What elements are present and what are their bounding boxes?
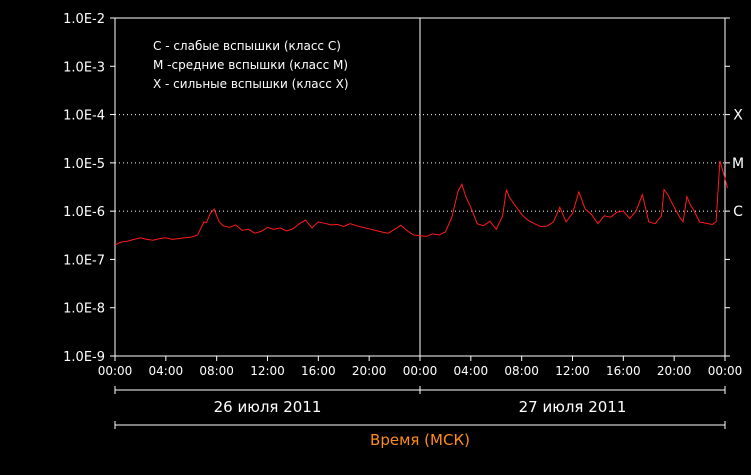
x-tick-label: 12:00	[250, 364, 285, 378]
day-label: 27 июля 2011	[519, 398, 627, 416]
x-axis-title: Время (МСК)	[370, 431, 470, 449]
y-tick-label: 1.0E-3	[63, 60, 105, 75]
legend-entry: M -средние вспышки (класс M)	[153, 58, 348, 72]
x-tick-label: 16:00	[606, 364, 641, 378]
x-tick-label: 00:00	[403, 364, 438, 378]
x-tick-label: 20:00	[657, 364, 692, 378]
y-tick-label: 1.0E-7	[63, 253, 105, 268]
day-label: 26 июля 2011	[214, 398, 322, 416]
x-tick-label: 08:00	[199, 364, 234, 378]
x-tick-label: 00:00	[98, 364, 133, 378]
y-tick-label: 1.0E-9	[63, 350, 105, 365]
y-axis: 1.0E-9 1.0E-8 1.0E-7 1.0E-6 1.0E-5 1.0E-4 1.0E…	[63, 12, 730, 365]
legend: C - слабые вспышки (класс C) M -средние в…	[153, 39, 349, 91]
x-tick-label: 20:00	[352, 364, 387, 378]
y-tick-label: 1.0E-8	[63, 302, 105, 317]
y-tick-label: 1.0E-5	[63, 157, 105, 172]
series-line	[114, 160, 728, 246]
legend-entry: C - слабые вспышки (класс C)	[153, 39, 341, 53]
day-axis: 26 июля 2011 27 июля 2011	[114, 386, 726, 429]
legend-entry: X - сильные вспышки (класс X)	[153, 77, 349, 91]
x-tick-label: 00:00	[708, 364, 743, 378]
x-tick-label: 04:00	[454, 364, 489, 378]
threshold-label-m: M	[732, 156, 744, 172]
x-tick-label: 08:00	[504, 364, 539, 378]
y-tick-label: 1.0E-2	[63, 12, 105, 27]
threshold-lines: X M C	[115, 108, 744, 220]
x-tick-label: 12:00	[555, 364, 590, 378]
threshold-label-x: X	[733, 108, 743, 124]
y-tick-label: 1.0E-4	[63, 109, 105, 124]
x-axis-title-group: Время (МСК)	[370, 431, 470, 449]
x-tick-label: 16:00	[301, 364, 336, 378]
x-tick-label: 04:00	[149, 364, 184, 378]
x-axis: 00:00 04:00 08:00 12:00 16:00 20:00 00:00 04:00…	[98, 356, 743, 378]
y-tick-label: 1.0E-6	[63, 205, 105, 220]
threshold-label-c: C	[733, 204, 743, 220]
series-layer	[114, 160, 728, 246]
